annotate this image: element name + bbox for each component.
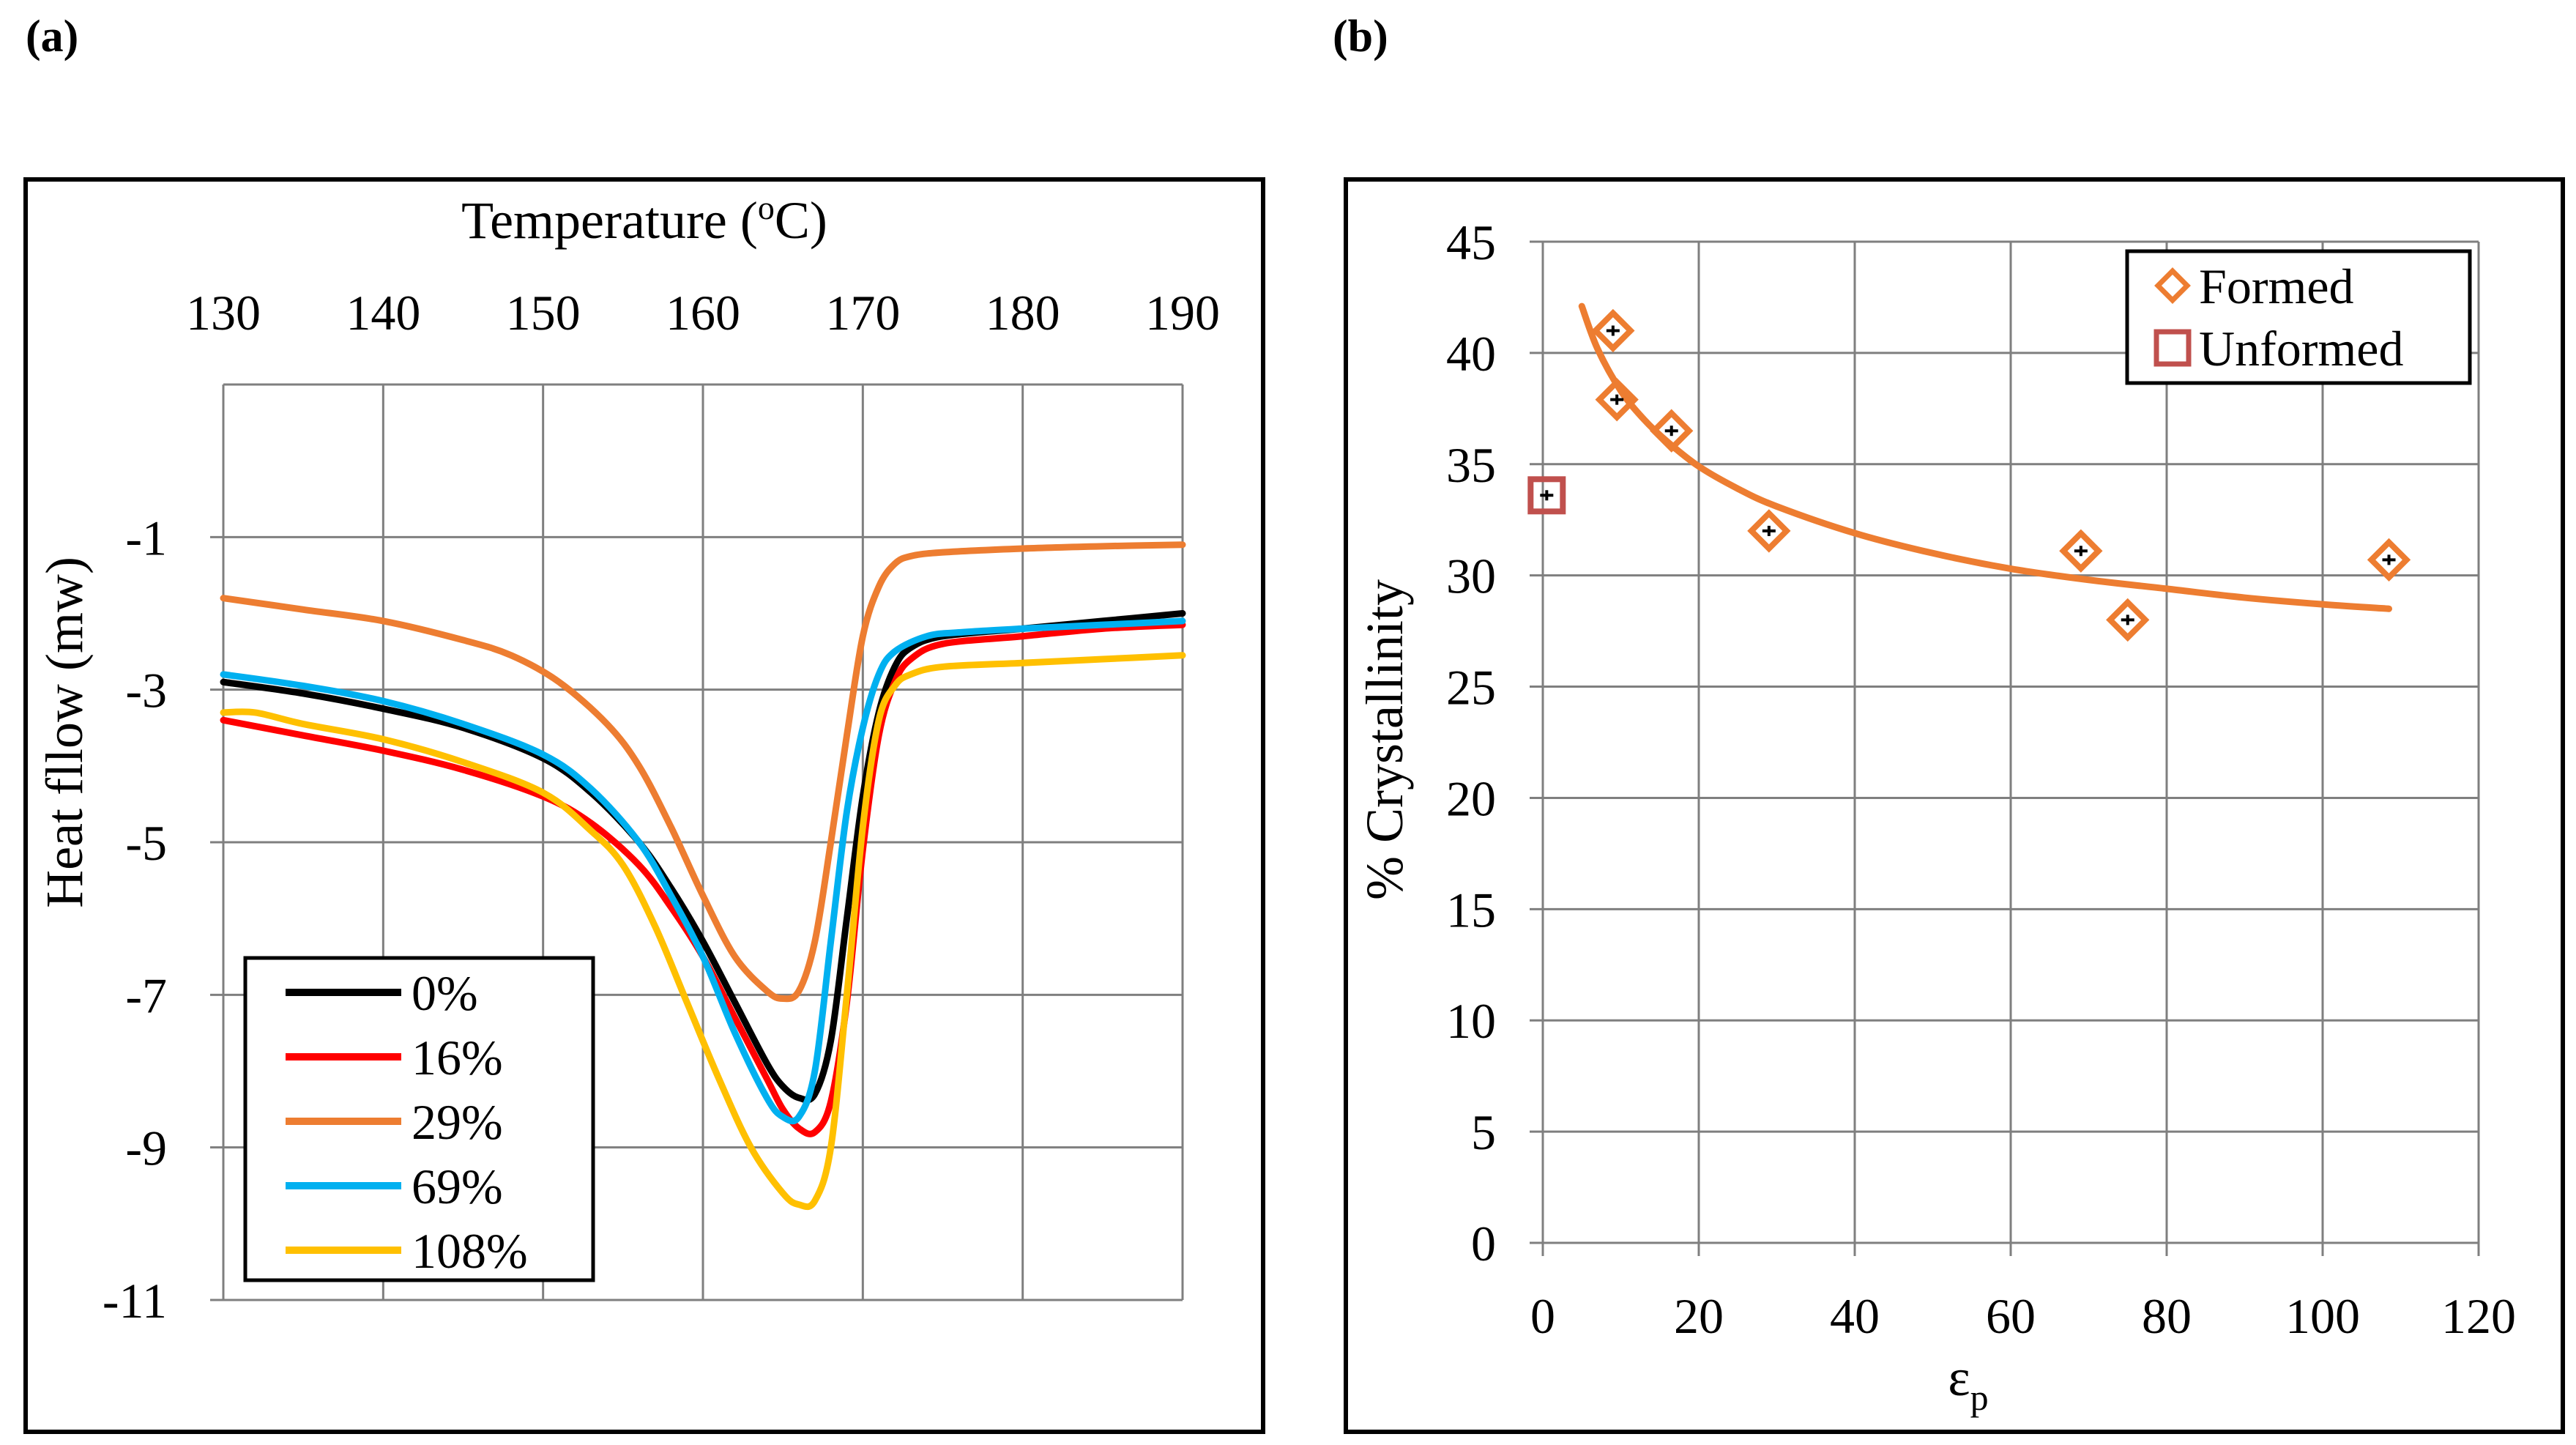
chart-a-legend-label: 16% <box>412 1030 503 1085</box>
chart-b-xlabel: εp <box>1948 1348 1988 1418</box>
chart-b-point-formed <box>2106 598 2150 642</box>
formed-marker <box>2106 598 2150 642</box>
chart-b-ytick-label: 30 <box>1446 549 1496 604</box>
chart-a-xtick-label: 130 <box>186 285 261 341</box>
chart-a: 130 140 150 160 170 180 190 -1 -3 -5 -7 -9 -11 Tempe… <box>23 177 1265 1434</box>
chart-b-point-formed <box>2059 529 2103 573</box>
chart-a-legend-label: 69% <box>412 1159 503 1214</box>
chart-a-ytick-label: -9 <box>125 1121 167 1176</box>
chart-b-ytick-label: 40 <box>1446 326 1496 382</box>
chart-a-ytick-label: -7 <box>125 967 167 1023</box>
chart-a-xtick-label: 150 <box>506 285 581 341</box>
chart-a-ytick-label: -11 <box>103 1273 167 1329</box>
chart-b-legend-square <box>2154 329 2192 367</box>
chart-b-xtick-label: 60 <box>1986 1288 2036 1344</box>
chart-a-series <box>220 541 1186 1211</box>
chart-b-xtick-label: 20 <box>1674 1288 1724 1344</box>
chart-b-xtick-label: 120 <box>2441 1288 2516 1344</box>
chart-a-series-69pct <box>220 617 1186 1125</box>
chart-a-xlabel: Temperature (oC) <box>461 189 827 250</box>
chart-a-legend-label: 29% <box>412 1094 503 1150</box>
chart-b-point-formed <box>1650 409 1694 453</box>
formed-marker <box>2367 538 2411 582</box>
chart-b-point-formed <box>1591 308 1635 353</box>
chart-a-ytick-label: -1 <box>125 510 167 565</box>
chart-b-ytick-label: 45 <box>1446 215 1496 270</box>
chart-b-ticks: 0 20 40 60 80 100 120 0 5 10 15 20 25 30 35 40 45 <box>1446 215 2516 1344</box>
chart-a-legend-label: 0% <box>412 965 478 1021</box>
chart-b-point-formed <box>2367 538 2411 582</box>
chart-a-legend-label: 108% <box>412 1223 528 1279</box>
chart-b-ytick-label: 0 <box>1471 1216 1496 1271</box>
chart-b-point-formed <box>1747 509 1791 553</box>
formed-marker <box>2059 529 2103 573</box>
chart-b-ytick-label: 20 <box>1446 770 1496 826</box>
chart-b-xtick-label: 40 <box>1830 1288 1880 1344</box>
chart-b-power-trendline <box>1578 302 2393 612</box>
chart-a-series-108pct <box>220 652 1186 1211</box>
chart-b-grid <box>1530 240 2480 1256</box>
chart-b-legend: Formed Unformed <box>2125 249 2472 385</box>
chart-b-trendline <box>1578 302 2393 612</box>
chart-b-ytick-label: 5 <box>1471 1104 1496 1160</box>
chart-b-point-unformed <box>1527 476 1566 515</box>
chart-b-ytick-label: 10 <box>1446 993 1496 1049</box>
chart-b-ytick-label: 25 <box>1446 660 1496 716</box>
unformed-marker <box>1527 476 1566 515</box>
chart-b-points <box>1527 308 2411 642</box>
chart-b: 0 20 40 60 80 100 120 0 5 10 15 20 25 30 35 40 45 εp % C… <box>1344 177 2565 1434</box>
chart-b-legend-label: Unformed <box>2199 321 2403 376</box>
chart-a-frame <box>23 177 1265 1434</box>
chart-a-xtick-label: 160 <box>666 285 740 341</box>
chart-b-xtick-label: 0 <box>1530 1288 1555 1344</box>
chart-a-ylabel: Heat fllow (mw) <box>35 557 94 908</box>
chart-b-ytick-label: 35 <box>1446 437 1496 493</box>
formed-marker <box>1650 409 1694 453</box>
formed-marker <box>1747 509 1791 553</box>
chart-b-xtick-label: 100 <box>2285 1288 2360 1344</box>
chart-a-xtick-label: 190 <box>1145 285 1220 341</box>
formed-marker <box>1591 308 1635 353</box>
chart-a-series-29pct <box>220 541 1186 1003</box>
chart-b-xtick-label: 80 <box>2142 1288 2192 1344</box>
chart-b-frame <box>1344 177 2565 1434</box>
chart-a-xtick-label: 140 <box>346 285 420 341</box>
chart-b-legend-label: Formed <box>2199 259 2354 314</box>
chart-b-legend-diamond <box>2154 267 2191 304</box>
panel-b-label: (b) <box>1333 12 1388 62</box>
chart-a-ytick-label: -3 <box>125 663 167 718</box>
chart-b-ylabel: % Crystallinity <box>1355 579 1414 900</box>
chart-a-xtick-label: 180 <box>986 285 1060 341</box>
chart-a-ytick-label: -5 <box>125 815 167 871</box>
formed-marker <box>1595 378 1639 422</box>
chart-b-point-formed <box>1595 378 1639 422</box>
chart-a-series-16pct <box>220 621 1186 1137</box>
chart-a-ticks: 130 140 150 160 170 180 190 -1 -3 -5 -7 -9 -11 <box>103 285 1220 1329</box>
chart-b-ytick-label: 15 <box>1446 882 1496 937</box>
chart-a-xtick-label: 170 <box>825 285 900 341</box>
panel-a-label: (a) <box>26 12 78 62</box>
chart-a-legend: 0% 16% 29% 69% 108% <box>243 956 595 1282</box>
chart-b-legend-box <box>2125 249 2472 385</box>
